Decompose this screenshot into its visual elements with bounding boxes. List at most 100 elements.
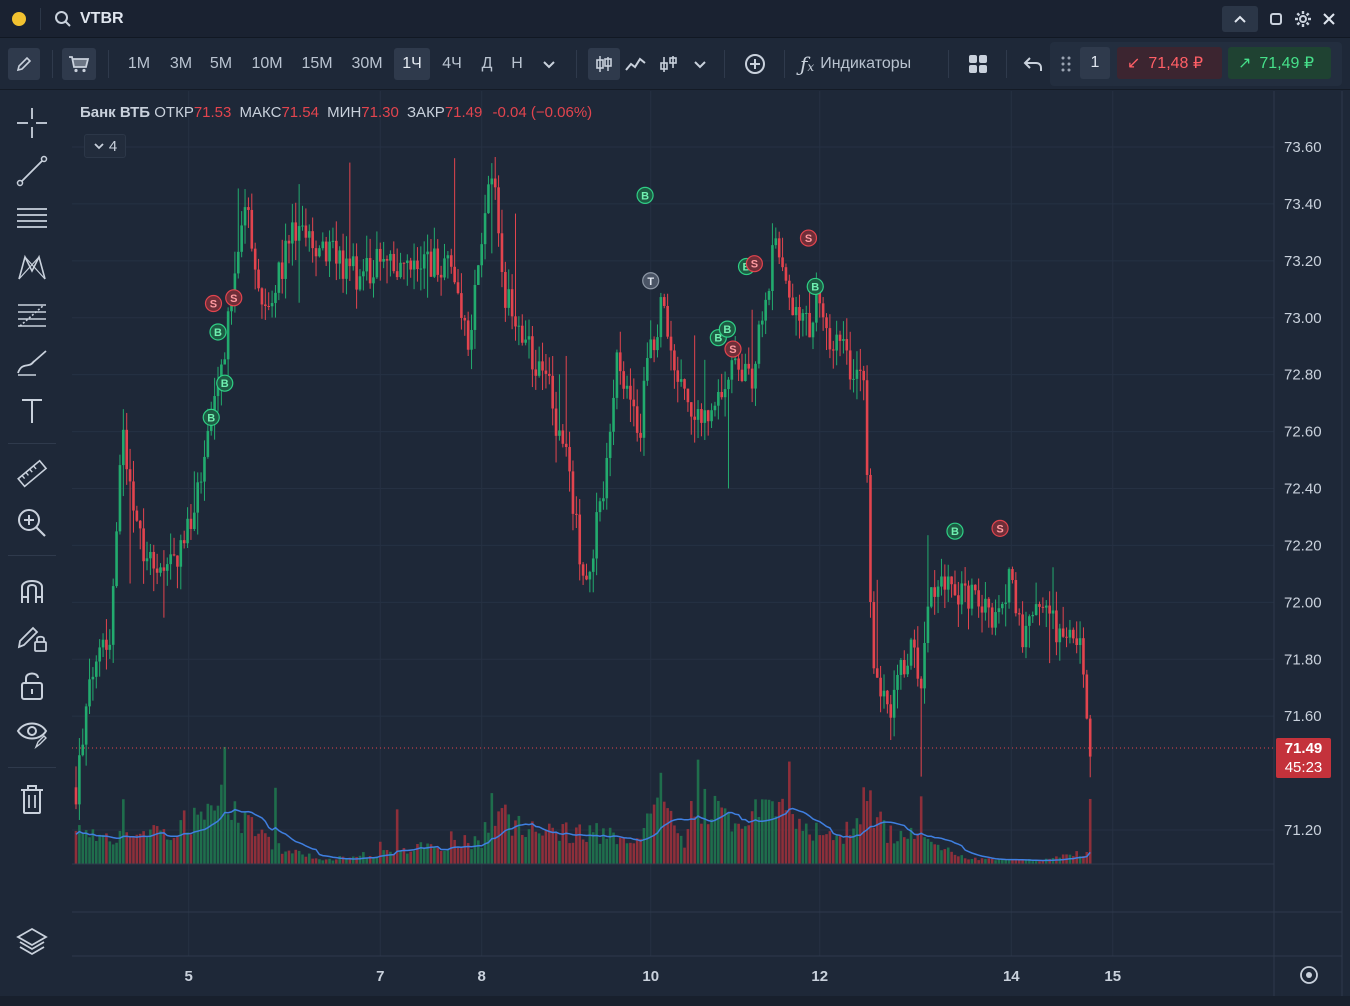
timeframe-6[interactable]: 1Ч — [394, 48, 430, 80]
volume-bar — [693, 817, 696, 864]
indicators-button[interactable]: ƒx Индикаторы — [800, 48, 934, 80]
candle-body — [551, 376, 554, 409]
lock-drawing-tool[interactable] — [14, 619, 50, 655]
volume-bar — [166, 840, 169, 864]
candle-body — [119, 465, 122, 531]
signal-label: S — [805, 233, 812, 245]
trade-signal-s[interactable]: S — [746, 256, 762, 272]
text-tool[interactable] — [14, 393, 50, 429]
indicators-toggle[interactable]: 4 — [84, 134, 126, 158]
quantity-field[interactable]: 1 — [1080, 47, 1110, 79]
candle-body — [930, 587, 933, 606]
candle-body — [470, 330, 473, 350]
order-book-button[interactable] — [62, 48, 96, 80]
pattern-tool[interactable] — [14, 249, 50, 285]
layers-tool[interactable] — [14, 923, 50, 959]
draw-mode-button[interactable] — [8, 48, 40, 80]
timeframe-more-button[interactable] — [536, 48, 562, 80]
trade-signal-b[interactable]: B — [217, 375, 233, 391]
volume-bar — [237, 823, 240, 864]
ruler-tool[interactable] — [14, 457, 50, 493]
trade-signal-b[interactable]: B — [947, 523, 963, 539]
undo-button[interactable] — [1018, 48, 1048, 80]
volume-bar — [386, 850, 389, 864]
close-button[interactable] — [1318, 6, 1340, 32]
candle-body — [754, 364, 757, 389]
signal-label: B — [214, 327, 222, 339]
fibonacci-tool[interactable] — [14, 297, 50, 333]
buy-button[interactable]: ↗ 71,49 ₽ — [1228, 47, 1331, 79]
add-compare-button[interactable] — [740, 48, 770, 80]
trade-signal-s[interactable]: S — [992, 520, 1008, 536]
candle-body — [947, 576, 950, 589]
trade-signal-b[interactable]: B — [637, 187, 653, 203]
unlock-tool[interactable] — [14, 667, 50, 703]
candle-body — [710, 410, 713, 421]
trend-line-tool[interactable] — [14, 153, 50, 189]
timeframe-2[interactable]: 5М — [204, 48, 238, 80]
bars-type-button[interactable] — [654, 48, 684, 80]
change-value: -0.04 (−0.06%) — [493, 104, 593, 121]
layout-button[interactable] — [962, 48, 994, 80]
volume-bar — [169, 840, 172, 864]
trade-signal-b[interactable]: B — [719, 321, 735, 337]
high-label: МАКС — [240, 104, 282, 121]
trade-signal-s[interactable]: S — [205, 296, 221, 312]
maximize-button[interactable] — [1266, 6, 1286, 32]
sell-button[interactable]: ↙ 71,48 ₽ — [1117, 47, 1222, 79]
drag-handle[interactable] — [1056, 48, 1076, 80]
trade-signal-b[interactable]: B — [203, 409, 219, 425]
horizontal-lines-tool[interactable] — [14, 201, 50, 237]
volume-bar — [487, 833, 490, 864]
volume-bar — [524, 837, 527, 864]
volume-bar — [842, 844, 845, 864]
candles-type-button[interactable] — [588, 48, 620, 80]
delete-drawings-tool[interactable] — [14, 781, 50, 817]
volume-bar — [906, 839, 909, 864]
chart-type-more-button[interactable] — [688, 48, 712, 80]
magnet-icon — [16, 573, 48, 605]
candle-body — [413, 261, 416, 270]
crosshair-tool[interactable] — [14, 105, 50, 141]
price-tick-label: 71.20 — [1284, 822, 1322, 839]
trade-signal-b[interactable]: B — [807, 278, 823, 294]
window-color-dot[interactable] — [12, 12, 26, 26]
volume-bar — [862, 787, 865, 864]
price-tick-label: 72.20 — [1284, 537, 1322, 554]
search-icon[interactable] — [54, 10, 72, 28]
timeframe-0[interactable]: 1М — [120, 48, 158, 80]
timeframe-5[interactable]: 30М — [346, 48, 388, 80]
timeframe-4[interactable]: 15М — [296, 48, 338, 80]
time-tick-label: 5 — [185, 968, 193, 985]
settings-button[interactable] — [1292, 6, 1314, 32]
trade-signal-s[interactable]: S — [226, 290, 242, 306]
volume-bar — [112, 844, 115, 864]
volume-bar — [903, 837, 906, 864]
timeframe-9[interactable]: Н — [504, 48, 530, 80]
visibility-tool[interactable] — [14, 715, 50, 751]
trade-signal-t[interactable]: T — [643, 273, 659, 289]
candle-body — [707, 410, 710, 421]
trade-signal-s[interactable]: S — [725, 341, 741, 357]
timeframe-3[interactable]: 10М — [246, 48, 288, 80]
line-type-button[interactable] — [622, 48, 650, 80]
trade-signal-s[interactable]: S — [800, 230, 816, 246]
candle-body — [967, 586, 970, 609]
timeframe-1[interactable]: 3М — [164, 48, 198, 80]
ticker-title[interactable]: VTBR — [80, 10, 124, 28]
candle-body — [207, 431, 210, 457]
candle-body — [247, 207, 250, 210]
magnet-tool[interactable] — [14, 571, 50, 607]
volume-bar — [636, 838, 639, 864]
candle-body — [775, 238, 778, 245]
timeframe-7[interactable]: 4Ч — [436, 48, 468, 80]
timeframe-8[interactable]: Д — [474, 48, 500, 80]
trade-signal-b[interactable]: B — [210, 324, 226, 340]
current-price: 71.49 — [1276, 739, 1331, 758]
collapse-button[interactable] — [1222, 6, 1258, 32]
brush-tool[interactable] — [14, 345, 50, 381]
zoom-tool[interactable] — [14, 505, 50, 541]
candle-body — [129, 469, 132, 481]
candle-body — [298, 226, 301, 241]
